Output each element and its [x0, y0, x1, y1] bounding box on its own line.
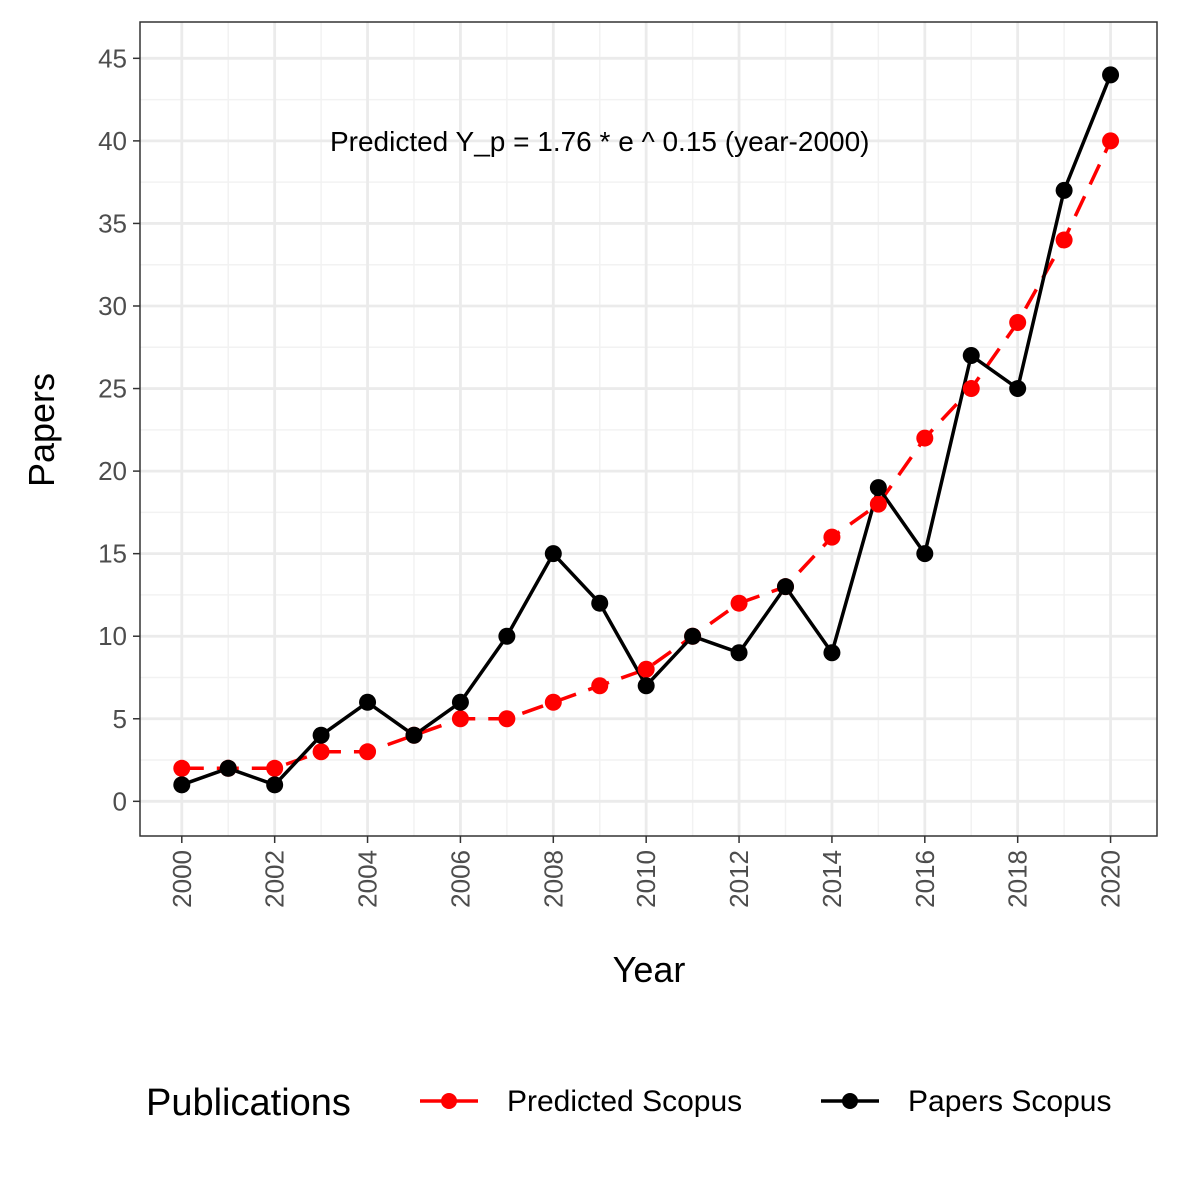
x-tick-label: 2008: [538, 850, 568, 908]
y-tick-label: 35: [98, 208, 127, 238]
x-tick-label: 2014: [817, 850, 847, 908]
grid-minor: [140, 22, 1157, 836]
x-tick-label: 2004: [353, 850, 383, 908]
data-point-1-11: [684, 627, 702, 645]
data-point-1-7: [498, 627, 516, 645]
data-point-0-10: [637, 660, 655, 678]
data-point-1-4: [359, 693, 377, 711]
data-point-0-16: [916, 429, 934, 447]
data-point-0-20: [1102, 132, 1120, 150]
legend: Publications Predicted Scopus Papers Sco…: [146, 1082, 1111, 1124]
x-tick-label: 2016: [910, 850, 940, 908]
data-point-0-19: [1055, 231, 1073, 249]
data-point-1-14: [823, 644, 841, 662]
series-points: [173, 66, 1120, 794]
data-point-0-0: [173, 759, 191, 777]
data-point-0-17: [962, 380, 980, 398]
x-tick-label: 2018: [1003, 850, 1033, 908]
legend-label-papers: Papers Scopus: [908, 1085, 1111, 1118]
x-tick-label: 2000: [167, 850, 197, 908]
data-point-1-18: [1009, 380, 1027, 398]
data-point-1-9: [591, 594, 609, 612]
data-point-1-12: [730, 644, 748, 662]
y-axis-title: Papers: [21, 373, 62, 487]
y-tick-label: 5: [113, 704, 127, 734]
x-tick-labels: 2000 2002 2004 2006 2008 2010 2012 2014 2016 2018…: [167, 850, 1126, 908]
data-point-1-15: [869, 479, 887, 497]
data-point-1-2: [266, 776, 284, 794]
data-point-1-0: [173, 776, 191, 794]
y-tick-label: 10: [98, 621, 127, 651]
legend-key-point-predicted: [441, 1093, 457, 1109]
legend-label-predicted: Predicted Scopus: [507, 1085, 742, 1118]
data-point-1-17: [962, 347, 980, 365]
x-tick-label: 2020: [1096, 850, 1126, 908]
axis-ticks: [133, 57, 1112, 843]
data-point-0-6: [451, 710, 469, 728]
y-tick-label: 30: [98, 291, 127, 321]
x-tick-label: 2012: [724, 850, 754, 908]
data-point-0-14: [823, 528, 841, 546]
data-point-0-4: [359, 743, 377, 761]
x-tick-label: 2002: [260, 850, 290, 908]
data-point-1-13: [776, 578, 794, 596]
data-point-1-16: [916, 545, 934, 563]
legend-key-point-papers: [842, 1093, 858, 1109]
data-point-0-7: [498, 710, 516, 728]
data-point-0-18: [1009, 314, 1027, 332]
data-point-0-3: [312, 743, 330, 761]
data-point-0-12: [730, 594, 748, 612]
y-tick-label: 15: [98, 539, 127, 569]
y-tick-label: 45: [98, 43, 127, 73]
data-point-0-9: [591, 677, 609, 695]
series-line-0: [181, 140, 1113, 771]
data-point-0-8: [544, 693, 562, 711]
data-point-1-20: [1102, 66, 1120, 84]
data-point-1-8: [544, 545, 562, 563]
data-point-1-19: [1055, 181, 1073, 199]
y-tick-label: 40: [98, 126, 127, 156]
data-point-1-6: [451, 693, 469, 711]
legend-title: Publications: [146, 1082, 351, 1124]
data-point-0-15: [869, 495, 887, 513]
data-point-1-3: [312, 726, 330, 744]
y-tick-label: 0: [113, 786, 127, 816]
plot-panel-border: [139, 21, 1158, 837]
x-tick-label: 2010: [631, 850, 661, 908]
chart-annotation: Predicted Y_p = 1.76 * e ^ 0.15 (year-20…: [330, 126, 870, 157]
data-point-1-1: [219, 759, 237, 777]
x-axis-title: Year: [613, 949, 686, 990]
x-tick-label: 2006: [445, 850, 475, 908]
y-tick-label: 25: [98, 374, 127, 404]
data-point-1-10: [637, 677, 655, 695]
y-tick-labels: 0 5 10 15 20 25 30 35 40 45: [98, 43, 127, 816]
y-tick-label: 20: [98, 456, 127, 486]
data-point-0-2: [266, 759, 284, 777]
data-point-1-5: [405, 726, 423, 744]
